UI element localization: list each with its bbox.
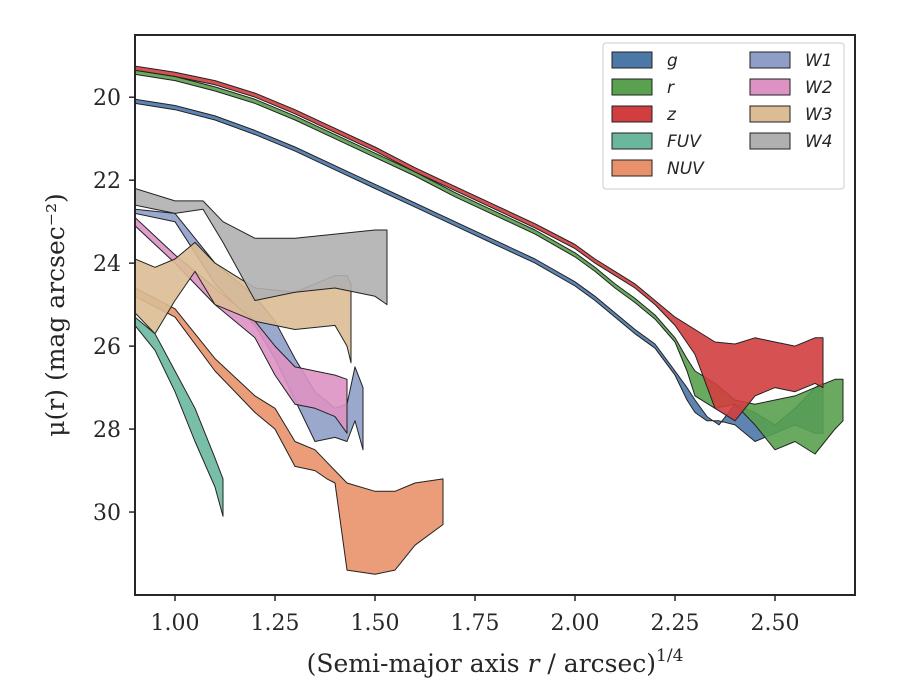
x-tick-label: 1.75 bbox=[451, 611, 500, 636]
x-tick-label: 1.00 bbox=[151, 611, 200, 636]
band-w4 bbox=[135, 188, 388, 306]
band-fuv bbox=[135, 316, 224, 517]
legend-swatch-g bbox=[611, 51, 653, 69]
plot-frame bbox=[134, 34, 856, 596]
x-tick-label: 1.25 bbox=[251, 611, 300, 636]
y-tick-label: 30 bbox=[93, 501, 121, 526]
y-tick-label: 28 bbox=[93, 418, 121, 443]
y-axis-ticks: 20 22 24 26 28 30 bbox=[93, 86, 135, 526]
legend-label-r: r bbox=[667, 78, 675, 98]
y-axis-title: μ(r) (mag arcsec⁻²) bbox=[41, 193, 70, 436]
legend: grz FUV NUV W1 W2 W3 W4 bbox=[602, 42, 845, 190]
x-axis-title: (Semi-major axis r / arcsec)1/4 bbox=[307, 646, 684, 678]
x-tick-label: 2.00 bbox=[551, 611, 600, 636]
band-nuv bbox=[135, 287, 444, 575]
y-tick-label: 22 bbox=[93, 169, 121, 194]
legend-swatch-r bbox=[611, 78, 653, 96]
legend-label-w4: W4 bbox=[805, 132, 833, 152]
y-tick-label: 26 bbox=[93, 335, 121, 360]
legend-label-fuv: FUV bbox=[667, 132, 702, 152]
legend-label-g: g bbox=[667, 51, 678, 71]
x-tick-label: 1.50 bbox=[351, 611, 400, 636]
band-r bbox=[135, 69, 844, 455]
legend-swatch-w3 bbox=[749, 105, 791, 123]
x-tick-label: 2.25 bbox=[651, 611, 700, 636]
legend-swatch-w2 bbox=[749, 78, 791, 96]
legend-label-w3: W3 bbox=[805, 105, 833, 125]
profile-bands bbox=[135, 65, 844, 575]
legend-swatch-w1 bbox=[749, 51, 791, 69]
legend-label-nuv: NUV bbox=[667, 159, 705, 179]
band-w3 bbox=[135, 241, 352, 364]
y-tick-label: 20 bbox=[93, 86, 121, 111]
legend-swatch-w4 bbox=[749, 132, 791, 150]
legend-label-w2: W2 bbox=[805, 78, 833, 98]
y-tick-label: 24 bbox=[93, 252, 121, 277]
legend-swatch-nuv bbox=[611, 159, 653, 177]
legend-label-w1: W1 bbox=[805, 51, 833, 71]
legend-swatch-z bbox=[611, 105, 653, 123]
x-axis-ticks: 1.00 1.25 1.50 1.75 2.00 2.25 2.50 bbox=[151, 595, 800, 636]
x-tick-label: 2.50 bbox=[751, 611, 800, 636]
legend-swatch-fuv bbox=[611, 132, 653, 150]
band-z bbox=[135, 65, 824, 422]
legend-label-z: z bbox=[666, 105, 677, 125]
